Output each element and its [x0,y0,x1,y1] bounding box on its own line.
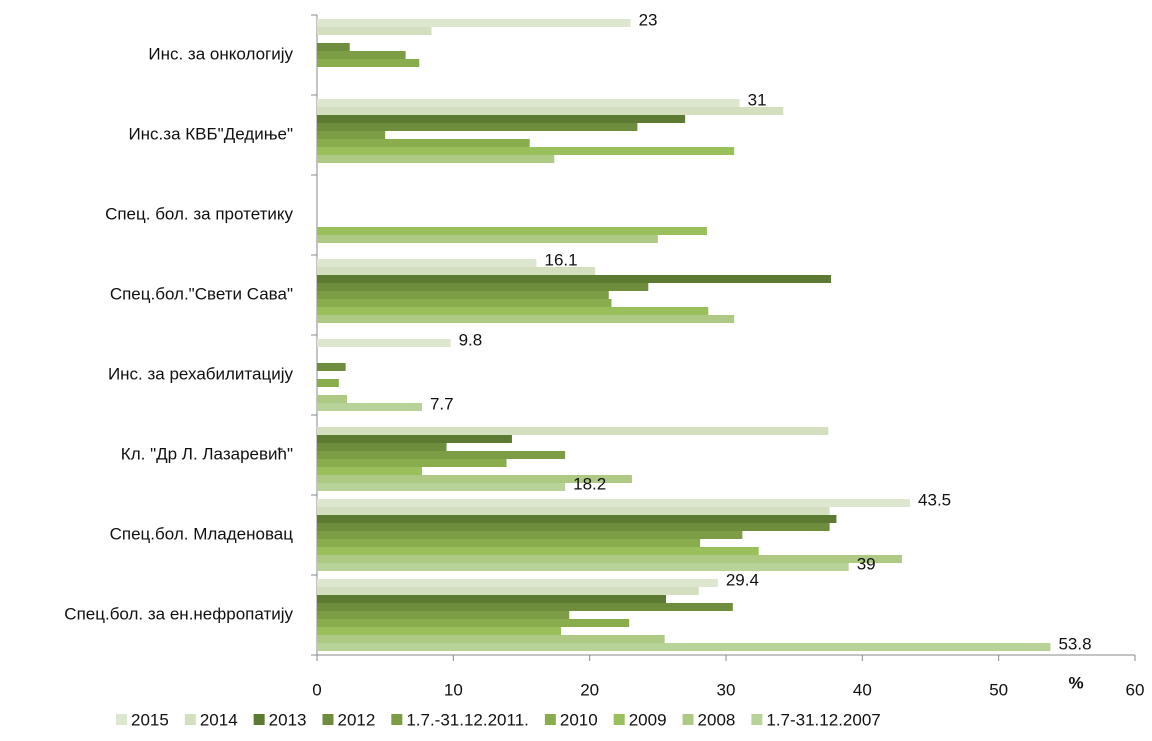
bar [317,443,447,451]
x-tick-label: 60 [1126,680,1145,699]
x-tick-label: 50 [989,680,1008,699]
bar [317,267,596,275]
legend-label: 2013 [269,710,307,729]
y-tick-label: Инс. за рехабилитацију [108,364,294,383]
bar [317,307,709,315]
legend-swatch [544,714,556,725]
y-tick-label: Инс. за онкологију [148,44,293,63]
bar [317,523,830,531]
legend-swatch [184,714,196,725]
bar [317,147,735,155]
legend-swatch [613,714,625,725]
bar [317,483,566,491]
bar [317,619,630,627]
bar [317,115,686,123]
data-label: 16.1 [544,250,577,269]
data-label: 43.5 [918,490,951,509]
bar [317,643,1051,651]
data-label: 53.8 [1058,634,1091,653]
bar [317,299,612,307]
legend-swatch [682,714,694,725]
bar [317,459,507,467]
bar [317,475,632,483]
legend-swatch [116,714,127,725]
bar [317,507,830,515]
bar [317,235,658,243]
data-label: 23 [639,10,658,29]
bar [317,611,570,619]
x-tick-label: 40 [853,680,872,699]
bar [317,379,339,387]
y-tick-label: Спец.бол. за ен.нефропатију [64,604,293,623]
bar [317,427,829,435]
data-label: 7.7 [430,394,454,413]
bar [317,435,512,443]
bar [317,43,350,51]
legend-label: 2012 [337,710,375,729]
bar [317,603,733,611]
data-label: 9.8 [459,330,483,349]
x-tick-label: 10 [444,680,463,699]
bar [317,227,707,235]
bar [317,627,562,635]
bar [317,283,649,291]
data-label: 31 [748,90,767,109]
bar [317,451,566,459]
y-tick-label: Инс.за КВБ"Дедиње" [128,124,293,143]
data-label: 18.2 [573,474,606,493]
y-tick-label: Кл. "Др Л. Лазаревић" [121,444,293,463]
bar [317,315,735,323]
bar [317,635,665,643]
y-tick-label: Спец.бол. Младеновац [110,524,294,543]
bar [317,19,631,27]
bar [317,403,422,411]
bar [317,123,638,131]
legend-label: 2010 [560,710,598,729]
bar [317,467,422,475]
bar [317,587,699,595]
bar [317,291,609,299]
bar [317,107,784,115]
bar [317,51,406,59]
legend-swatch [322,714,334,725]
bar [317,275,831,283]
legend-label: 1.7.-31.12.2011. [406,710,529,729]
legend-swatch [751,714,763,725]
legend-label: 2008 [698,710,736,729]
legend-label: 2015 [131,710,169,729]
bar [317,339,451,347]
x-axis-label: % [1068,673,1083,692]
bar [317,595,667,603]
legend-label: 2014 [200,710,238,729]
y-tick-label: Спец. бол. за протетику [105,204,293,223]
legend-swatch [391,714,403,725]
x-tick-label: 20 [580,680,599,699]
bar [317,531,743,539]
x-tick-label: 0 [312,680,321,699]
bar [317,563,849,571]
legend-label: 1.7-31.12.2007 [766,710,880,729]
bar [317,27,432,35]
bar [317,395,347,403]
bar [317,499,911,507]
bar [317,99,740,107]
legend-label: 2009 [629,710,667,729]
bar [317,259,537,267]
bar [317,363,346,371]
bar [317,155,555,163]
bar [317,59,420,67]
bar [317,547,759,555]
bar [317,579,718,587]
y-tick-label: Спец.бол."Свети Сава" [110,284,293,303]
data-label: 29.4 [726,570,759,589]
bar [317,539,701,547]
bar [317,131,386,139]
legend-swatch [253,714,265,725]
bar [317,139,530,147]
x-tick-label: 30 [717,680,736,699]
bar [317,515,837,523]
bar [317,555,902,563]
data-label: 39 [857,554,876,573]
